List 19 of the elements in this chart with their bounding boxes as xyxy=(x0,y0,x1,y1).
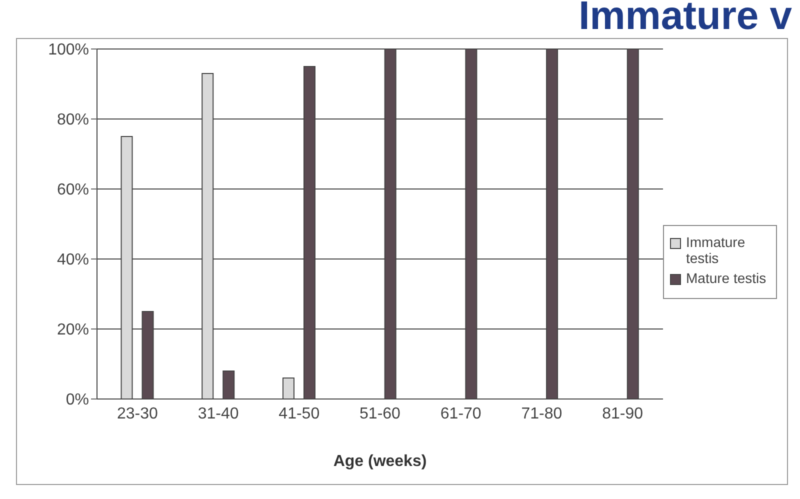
y-tick-label: 0% xyxy=(66,392,89,409)
y-tick-label: 80% xyxy=(56,112,89,129)
bar xyxy=(222,370,235,399)
x-tick-label: 81-90 xyxy=(602,405,644,422)
chart-title: Immature v xyxy=(578,0,792,39)
y-tick-label: 20% xyxy=(56,322,89,339)
y-tick-label: 60% xyxy=(56,182,89,199)
y-tick-label: 40% xyxy=(56,252,89,269)
x-tick-label: 51-60 xyxy=(360,405,401,422)
legend-label: Mature testis xyxy=(686,270,766,286)
x-tick-label: 23-30 xyxy=(116,405,158,422)
legend-label: Immature testis xyxy=(686,234,746,266)
y-tick-label: 100% xyxy=(48,42,89,59)
x-tick-label: 41-50 xyxy=(278,405,320,422)
x-tick-label: 31-40 xyxy=(198,405,239,422)
x-axis-title: Age (weeks) xyxy=(333,453,427,470)
x-tick-label: 71-80 xyxy=(521,405,562,422)
x-tick-label: 61-70 xyxy=(440,405,482,422)
bar xyxy=(282,378,294,399)
